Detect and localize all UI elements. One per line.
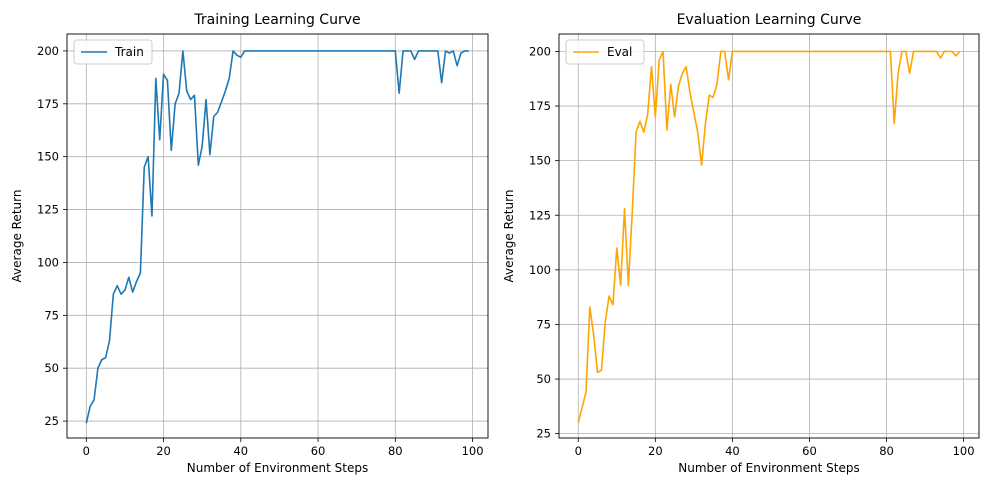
- series-line-eval: [577, 50, 961, 423]
- y-tick-label: 200: [37, 44, 59, 58]
- x-tick-label: 40: [725, 444, 740, 458]
- x-tick-label: 20: [156, 444, 171, 458]
- legend-box: [73, 39, 153, 65]
- x-tick-label: 60: [802, 444, 817, 458]
- y-tick-label: 50: [536, 372, 551, 386]
- legend: Eval: [565, 39, 645, 65]
- y-tick-label: 100: [529, 263, 551, 277]
- series-line-train: [85, 50, 469, 424]
- x-tick-label: 100: [462, 444, 484, 458]
- y-axis-label: Average Return: [502, 190, 516, 283]
- x-tick-label: 40: [233, 444, 248, 458]
- legend-label: Eval: [607, 45, 632, 59]
- y-tick-label: 125: [37, 203, 59, 217]
- y-tick-label: 100: [37, 255, 59, 269]
- x-tick-label: 80: [879, 444, 894, 458]
- x-tick-label: 20: [648, 444, 663, 458]
- y-tick-label: 175: [37, 97, 59, 111]
- x-tick-label: 0: [575, 444, 582, 458]
- y-tick-label: 150: [529, 154, 551, 168]
- y-tick-label: 200: [529, 44, 551, 58]
- y-tick-label: 75: [44, 308, 59, 322]
- y-tick-label: 50: [44, 361, 59, 375]
- training-chart: 0 20 40 60 80 100 25 50 75 100 125 150 175 200 Trainin…: [10, 12, 489, 475]
- evaluation-chart: 0 20 40 60 80 100 25 50 75 100 125 150 175 200 Evaluat…: [502, 12, 980, 475]
- y-tick-label: 125: [529, 208, 551, 222]
- legend: Train: [73, 39, 153, 65]
- x-axis-label: Number of Environment Steps: [678, 461, 859, 475]
- y-tick-label: 25: [536, 427, 551, 441]
- chart-title: Evaluation Learning Curve: [677, 12, 862, 28]
- legend-box: [565, 39, 645, 65]
- chart-title: Training Learning Curve: [193, 12, 360, 28]
- x-tick-label: 80: [388, 444, 403, 458]
- plot-frame: [558, 33, 980, 439]
- y-tick-label: 175: [529, 99, 551, 113]
- plot-frame: [66, 33, 489, 439]
- x-tick-label: 0: [83, 444, 90, 458]
- x-tick-label: 100: [953, 444, 975, 458]
- y-tick-label: 150: [37, 150, 59, 164]
- y-tick-label: 75: [536, 317, 551, 331]
- y-axis-label: Average Return: [10, 190, 24, 283]
- x-tick-label: 60: [311, 444, 326, 458]
- y-tick-label: 25: [44, 414, 59, 428]
- legend-label: Train: [114, 45, 144, 59]
- x-axis-label: Number of Environment Steps: [187, 461, 368, 475]
